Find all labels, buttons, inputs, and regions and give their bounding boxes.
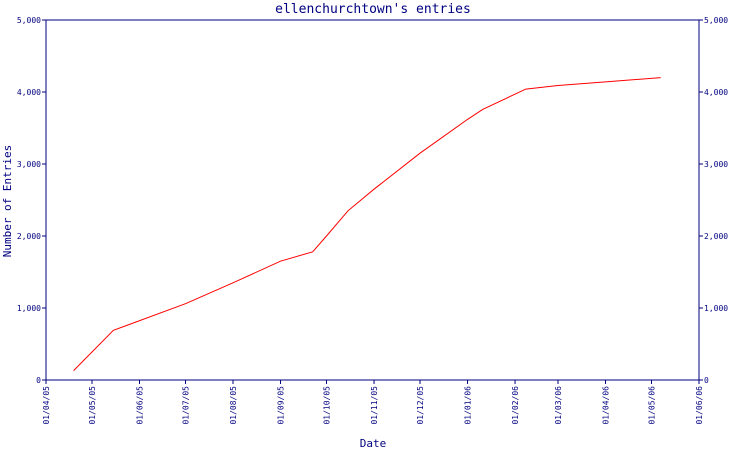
x-tick-label: 01/10/05 xyxy=(323,386,332,425)
x-axis-label: Date xyxy=(360,437,387,450)
x-axis: 01/04/05 01/05/05 01/06/05 01/07/05 01/08/05… xyxy=(42,380,704,425)
y-tick-label-left: 4,000 xyxy=(17,88,41,97)
chart-title: ellenchurchtown's entries xyxy=(275,2,471,17)
plot-frame xyxy=(45,19,700,381)
y-tick-label-right: 2,000 xyxy=(704,232,728,241)
x-tick-label: 01/07/05 xyxy=(181,386,190,425)
x-tick-label: 01/05/05 xyxy=(88,386,97,425)
y-tick-label-left: 5,000 xyxy=(17,16,41,25)
y-tick-label-right: 3,000 xyxy=(704,160,728,169)
x-tick-label: 01/12/05 xyxy=(416,386,425,425)
y-tick-label-left: 2,000 xyxy=(17,232,41,241)
y-tick-label-left: 3,000 xyxy=(17,160,41,169)
x-tick-label: 01/06/05 xyxy=(136,386,145,425)
y-tick-label-left: 1,000 xyxy=(17,304,41,313)
x-tick-label: 01/08/05 xyxy=(229,386,238,425)
y-tick-label-right: 4,000 xyxy=(704,88,728,97)
x-tick-label: 01/06/06 xyxy=(695,386,704,425)
x-tick-label: 01/04/05 xyxy=(42,386,51,425)
x-tick-label: 01/02/06 xyxy=(511,386,520,425)
y-tick-label-right: 0 xyxy=(704,376,709,385)
y-tick-label-left: 0 xyxy=(36,376,41,385)
x-tick-label: 01/09/05 xyxy=(277,386,286,425)
x-tick-label: 01/04/06 xyxy=(601,386,610,425)
x-tick-label: 01/03/06 xyxy=(554,386,563,425)
y-axis-right: 0 1,000 2,000 3,000 4,000 5,000 xyxy=(699,16,728,385)
y-tick-label-right: 1,000 xyxy=(704,304,728,313)
x-tick-label: 01/01/06 xyxy=(464,386,473,425)
x-tick-label: 01/11/05 xyxy=(370,386,379,425)
y-axis-label: Number of Entries xyxy=(1,145,14,258)
y-tick-label-right: 5,000 xyxy=(704,16,728,25)
y-axis-left: 0 1,000 2,000 3,000 4,000 5,000 xyxy=(17,16,46,385)
x-tick-label: 01/05/06 xyxy=(647,386,656,425)
entries-series-line xyxy=(73,77,661,371)
